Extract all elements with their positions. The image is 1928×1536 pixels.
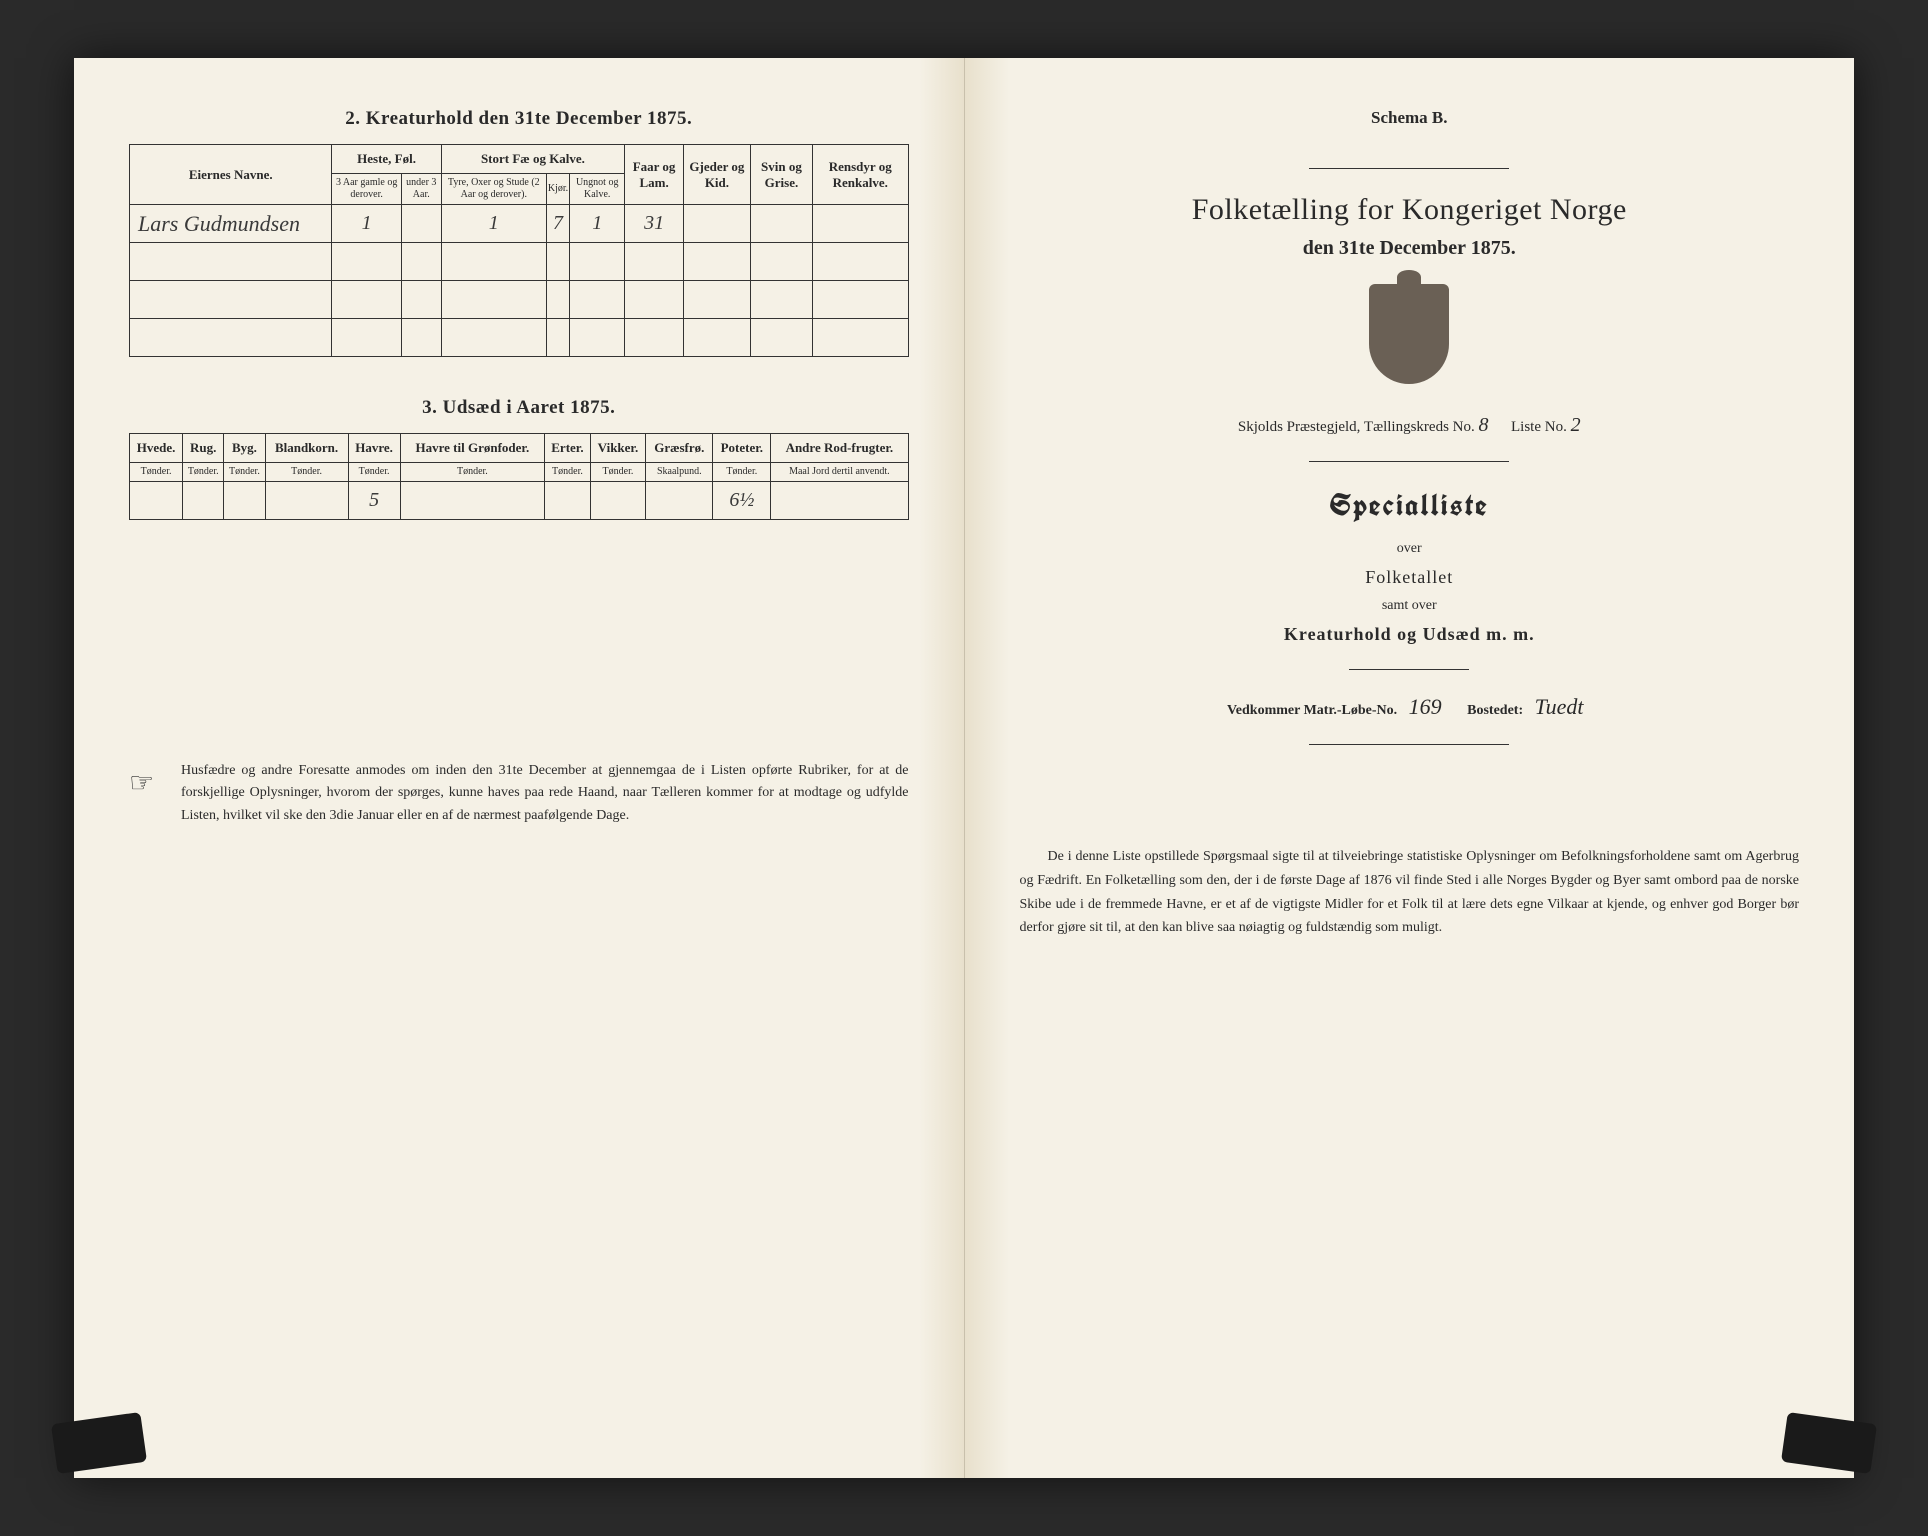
- s-9: 6½: [713, 482, 771, 520]
- bostedet: Tuedt: [1527, 694, 1592, 719]
- folketallet: Folketallet: [1020, 567, 1800, 588]
- sub-heste-2: under 3 Aar.: [401, 174, 441, 205]
- u3-8: Skaalpund.: [646, 463, 713, 482]
- binder-clip-left: [51, 1412, 147, 1474]
- col-owner: Eiernes Navne.: [130, 145, 332, 205]
- right-page: Schema B. Folketælling for Kongeriget No…: [965, 58, 1855, 1478]
- cell-4: 1: [570, 205, 625, 243]
- h3-3: Blandkorn.: [265, 434, 348, 463]
- s-1: [183, 482, 224, 520]
- s-8: [646, 482, 713, 520]
- sub-fae-1: Tyre, Oxer og Stude (2 Aar og derover).: [441, 174, 546, 205]
- sub-fae-3: Ungnot og Kalve.: [570, 174, 625, 205]
- s-4: 5: [348, 482, 400, 520]
- u3-5: Tønder.: [400, 463, 545, 482]
- rule-4: [1309, 744, 1509, 745]
- sub-heste-1: 3 Aar gamle og derover.: [332, 174, 401, 205]
- u3-2: Tønder.: [224, 463, 265, 482]
- matr-line: Vedkommer Matr.-Løbe-No. 169 Bostedet: T…: [1020, 694, 1800, 720]
- s-2: [224, 482, 265, 520]
- h3-0: Hvede.: [130, 434, 183, 463]
- matr-prefix: Vedkommer Matr.-Løbe-No.: [1227, 703, 1397, 718]
- left-page: 2. Kreaturhold den 31te December 1875. E…: [74, 58, 965, 1478]
- rule-2: [1309, 461, 1509, 462]
- pointing-hand-icon: ☞: [129, 760, 169, 807]
- special-title: Specialliste: [1020, 486, 1800, 525]
- cell-7: [750, 205, 812, 243]
- sub-title: den 31te December 1875.: [1020, 237, 1800, 260]
- owner-name: Lars Gudmundsen: [130, 205, 332, 243]
- book-spread: 2. Kreaturhold den 31te December 1875. E…: [74, 58, 1854, 1478]
- col-group-heste: Heste, Føl.: [332, 145, 441, 174]
- rule-3: [1349, 669, 1469, 670]
- u3-4: Tønder.: [348, 463, 400, 482]
- h3-6: Erter.: [545, 434, 591, 463]
- seed-table: Hvede. Rug. Byg. Blandkorn. Havre. Havre…: [129, 433, 909, 520]
- h3-9: Poteter.: [713, 434, 771, 463]
- sub-fae-2: Kjør.: [546, 174, 569, 205]
- u3-9: Tønder.: [713, 463, 771, 482]
- h3-5: Havre til Grønfoder.: [400, 434, 545, 463]
- kreaturhold: Kreaturhold og Udsæd m. m.: [1020, 624, 1800, 645]
- h3-8: Græsfrø.: [646, 434, 713, 463]
- s-3: [265, 482, 348, 520]
- col-faar: Faar og Lam.: [625, 145, 684, 205]
- s-10: [771, 482, 908, 520]
- u3-10: Maal Jord dertil anvendt.: [771, 463, 908, 482]
- cell-0: 1: [332, 205, 401, 243]
- region-line: Skjolds Præstegjeld, Tællingskreds No. 8…: [1020, 414, 1800, 437]
- col-rensdyr: Rensdyr og Renkalve.: [812, 145, 908, 205]
- s-5: [400, 482, 545, 520]
- s-0: [130, 482, 183, 520]
- cell-5: 31: [625, 205, 684, 243]
- cell-6: [683, 205, 750, 243]
- cell-2: 1: [441, 205, 546, 243]
- col-gjeder: Gjeder og Kid.: [683, 145, 750, 205]
- livestock-table: Eiernes Navne. Heste, Føl. Stort Fæ og K…: [129, 144, 909, 357]
- cell-8: [812, 205, 908, 243]
- liste-prefix: Liste No.: [1511, 419, 1567, 435]
- u3-6: Tønder.: [545, 463, 591, 482]
- h3-2: Byg.: [224, 434, 265, 463]
- cell-3: 7: [546, 205, 569, 243]
- s-7: [590, 482, 646, 520]
- samt-over: samt over: [1020, 598, 1800, 614]
- region-prefix: Skjolds Præstegjeld, Tællingskreds No.: [1238, 419, 1475, 435]
- notice-text: Husfædre og andre Foresatte anmodes om i…: [181, 760, 909, 827]
- u3-1: Tønder.: [183, 463, 224, 482]
- liste-no: 2: [1571, 414, 1581, 436]
- u3-3: Tønder.: [265, 463, 348, 482]
- body-text: De i denne Liste opstillede Spørgsmaal s…: [1020, 845, 1800, 940]
- h3-10: Andre Rod-frugter.: [771, 434, 908, 463]
- h3-1: Rug.: [183, 434, 224, 463]
- col-group-fae: Stort Fæ og Kalve.: [441, 145, 625, 174]
- h3-7: Vikker.: [590, 434, 646, 463]
- over-1: over: [1020, 541, 1800, 557]
- cell-1: [401, 205, 441, 243]
- u3-0: Tønder.: [130, 463, 183, 482]
- s-6: [545, 482, 591, 520]
- region-no: 8: [1479, 414, 1489, 436]
- notice-block: ☞ Husfædre og andre Foresatte anmodes om…: [129, 760, 909, 827]
- bostedet-prefix: Bostedet:: [1467, 703, 1523, 718]
- coat-of-arms-icon: [1369, 284, 1449, 384]
- section2-title: 2. Kreaturhold den 31te December 1875.: [129, 108, 909, 130]
- main-title: Folketælling for Kongeriget Norge: [1020, 193, 1800, 227]
- section3-title: 3. Udsæd i Aaret 1875.: [129, 397, 909, 419]
- h3-4: Havre.: [348, 434, 400, 463]
- binder-clip-right: [1781, 1412, 1877, 1474]
- col-svin: Svin og Grise.: [750, 145, 812, 205]
- rule-1: [1309, 168, 1509, 169]
- schema-label: Schema B.: [1020, 108, 1800, 128]
- matr-no: 169: [1401, 694, 1450, 719]
- u3-7: Tønder.: [590, 463, 646, 482]
